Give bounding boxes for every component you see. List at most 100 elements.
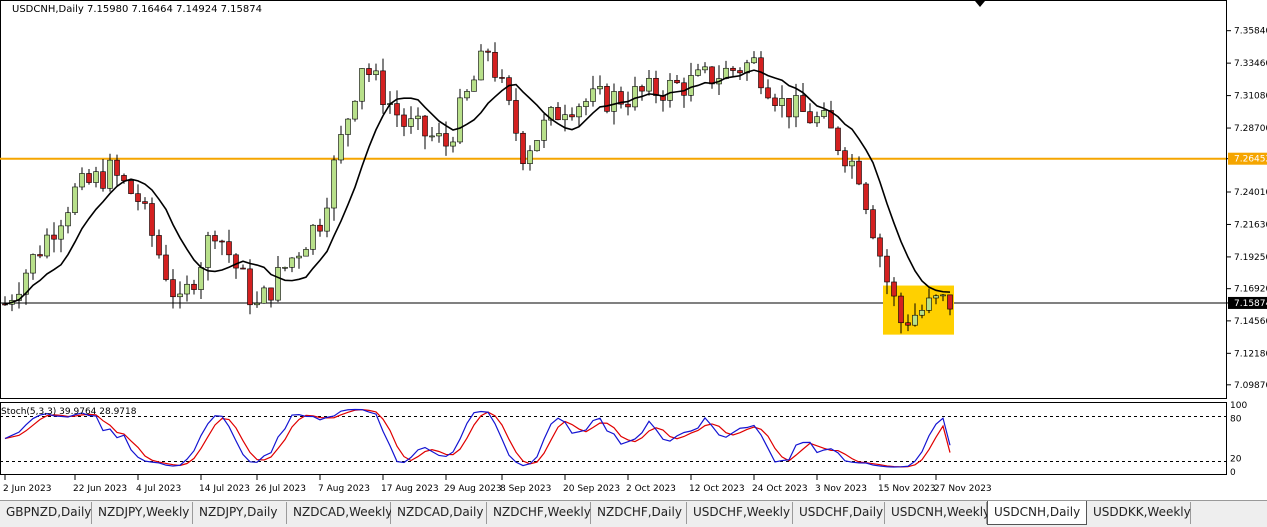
bull-candle[interactable] — [177, 293, 183, 298]
bull-candle[interactable] — [597, 86, 603, 90]
bear-candle[interactable] — [247, 268, 253, 306]
bull-candle[interactable] — [345, 118, 351, 135]
bull-candle[interactable] — [93, 171, 99, 183]
bear-candle[interactable] — [898, 295, 904, 324]
bull-candle[interactable] — [534, 140, 540, 152]
bear-candle[interactable] — [737, 70, 743, 74]
bear-candle[interactable] — [121, 175, 127, 182]
bear-candle[interactable] — [191, 283, 197, 290]
bear-candle[interactable] — [499, 77, 505, 79]
bear-candle[interactable] — [639, 86, 645, 92]
bull-candle[interactable] — [779, 98, 785, 106]
bear-candle[interactable] — [807, 111, 813, 124]
bear-candle[interactable] — [51, 234, 57, 240]
tab-gbpnzd-daily[interactable]: GBPNZD,Daily — [0, 502, 92, 524]
bear-candle[interactable] — [877, 237, 883, 257]
bear-candle[interactable] — [401, 114, 407, 127]
bull-candle[interactable] — [814, 116, 820, 124]
bull-candle[interactable] — [646, 77, 652, 92]
bull-candle[interactable] — [464, 91, 470, 99]
bull-candle[interactable] — [289, 257, 295, 268]
bear-candle[interactable] — [856, 160, 862, 185]
bull-candle[interactable] — [583, 101, 589, 107]
bear-candle[interactable] — [443, 133, 449, 147]
bull-candle[interactable] — [849, 160, 855, 167]
bear-candle[interactable] — [156, 235, 162, 256]
bull-candle[interactable] — [44, 234, 50, 257]
tab-usdchf-daily[interactable]: USDCHF,Daily — [793, 502, 885, 524]
bull-candle[interactable] — [541, 119, 547, 141]
bear-candle[interactable] — [170, 279, 176, 298]
bear-candle[interactable] — [163, 254, 169, 280]
bear-candle[interactable] — [366, 68, 372, 75]
bull-candle[interactable] — [919, 310, 925, 316]
tab-nzdchf-daily[interactable]: NZDCHF,Daily — [591, 502, 687, 524]
bear-candle[interactable] — [513, 100, 519, 134]
tab-usddkk-weekly[interactable]: USDDKK,Weekly — [1087, 502, 1191, 524]
bull-candle[interactable] — [590, 88, 596, 102]
bull-candle[interactable] — [793, 95, 799, 118]
bull-candle[interactable] — [338, 134, 344, 161]
bull-candle[interactable] — [65, 212, 71, 227]
bull-candle[interactable] — [373, 70, 379, 75]
bull-candle[interactable] — [450, 141, 456, 147]
bear-candle[interactable] — [485, 50, 491, 53]
bear-candle[interactable] — [653, 77, 659, 96]
bear-candle[interactable] — [842, 150, 848, 167]
bear-candle[interactable] — [212, 235, 218, 242]
bear-candle[interactable] — [618, 91, 624, 105]
tab-usdcnh-daily[interactable]: USDCNH,Daily — [987, 501, 1087, 525]
bear-candle[interactable] — [828, 110, 834, 129]
bull-candle[interactable] — [72, 186, 78, 213]
bear-candle[interactable] — [422, 115, 428, 137]
bear-candle[interactable] — [604, 86, 610, 112]
bull-candle[interactable] — [548, 107, 554, 121]
bear-candle[interactable] — [786, 98, 792, 118]
bull-candle[interactable] — [184, 283, 190, 295]
bull-candle[interactable] — [527, 150, 533, 164]
bear-candle[interactable] — [219, 240, 225, 243]
bear-candle[interactable] — [835, 127, 841, 151]
bull-candle[interactable] — [352, 100, 358, 120]
bull-candle[interactable] — [205, 235, 211, 268]
bull-candle[interactable] — [254, 302, 260, 306]
bear-candle[interactable] — [135, 193, 141, 202]
bear-candle[interactable] — [905, 322, 911, 326]
tab-usdcnh-weekly[interactable]: USDCNH,Weekly — [885, 502, 990, 524]
bear-candle[interactable] — [520, 132, 526, 164]
chart-area[interactable]: 7.35840 7.33460 7.31080 7.28700 7.26452 7.240… — [0, 0, 1267, 500]
bear-candle[interactable] — [128, 180, 134, 194]
bull-candle[interactable] — [79, 173, 85, 188]
bear-candle[interactable] — [765, 87, 771, 99]
bear-candle[interactable] — [674, 79, 680, 84]
bear-candle[interactable] — [569, 114, 575, 118]
bull-candle[interactable] — [58, 225, 64, 240]
bull-candle[interactable] — [23, 272, 29, 295]
bull-candle[interactable] — [436, 133, 442, 137]
tab-nzdcad-daily[interactable]: NZDCAD,Daily — [391, 502, 487, 524]
bull-candle[interactable] — [940, 294, 946, 297]
bull-candle[interactable] — [303, 249, 309, 257]
bull-candle[interactable] — [282, 267, 288, 269]
bull-candle[interactable] — [688, 75, 694, 96]
bull-candle[interactable] — [296, 255, 302, 259]
bear-candle[interactable] — [863, 183, 869, 210]
bull-candle[interactable] — [310, 224, 316, 250]
bull-candle[interactable] — [562, 114, 568, 121]
bull-candle[interactable] — [632, 86, 638, 108]
bear-candle[interactable] — [37, 254, 43, 257]
bull-candle[interactable] — [324, 207, 330, 232]
bull-candle[interactable] — [478, 50, 484, 81]
bull-candle[interactable] — [30, 254, 36, 274]
bear-candle[interactable] — [86, 173, 92, 183]
shift-marker-icon[interactable] — [975, 1, 985, 7]
bear-candle[interactable] — [555, 107, 561, 121]
bear-candle[interactable] — [380, 70, 386, 105]
bull-candle[interactable] — [198, 267, 204, 290]
bear-candle[interactable] — [114, 159, 120, 176]
bear-candle[interactable] — [226, 241, 232, 256]
bull-candle[interactable] — [926, 297, 932, 311]
bear-candle[interactable] — [492, 51, 498, 78]
bear-candle[interactable] — [240, 267, 246, 270]
bull-candle[interactable] — [702, 66, 708, 71]
